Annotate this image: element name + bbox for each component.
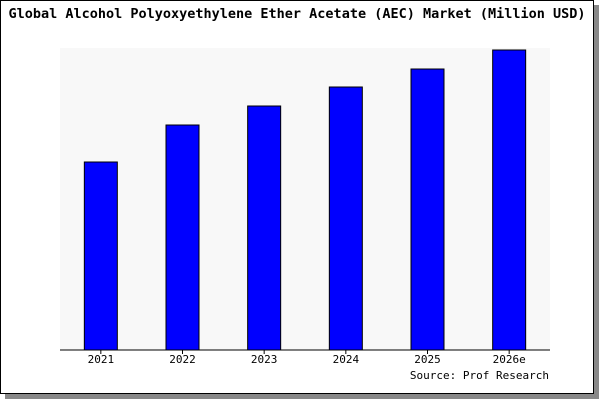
x-tick-label: 2022 bbox=[169, 353, 196, 366]
x-tick-label: 2024 bbox=[333, 353, 360, 366]
bar bbox=[83, 161, 118, 351]
x-tick-label: 2021 bbox=[88, 353, 115, 366]
source-note: Source: Prof Research bbox=[410, 369, 549, 382]
bar bbox=[247, 105, 282, 351]
bar bbox=[410, 68, 445, 351]
bar bbox=[328, 86, 363, 351]
bar bbox=[492, 49, 527, 351]
bar bbox=[165, 124, 200, 351]
x-tick-label: 2023 bbox=[251, 353, 278, 366]
x-tick-label: 2025 bbox=[414, 353, 441, 366]
chart-title: Global Alcohol Polyoxyethylene Ether Ace… bbox=[8, 6, 585, 22]
x-tick-label: 2026e bbox=[493, 353, 526, 366]
plot-area bbox=[60, 48, 550, 350]
